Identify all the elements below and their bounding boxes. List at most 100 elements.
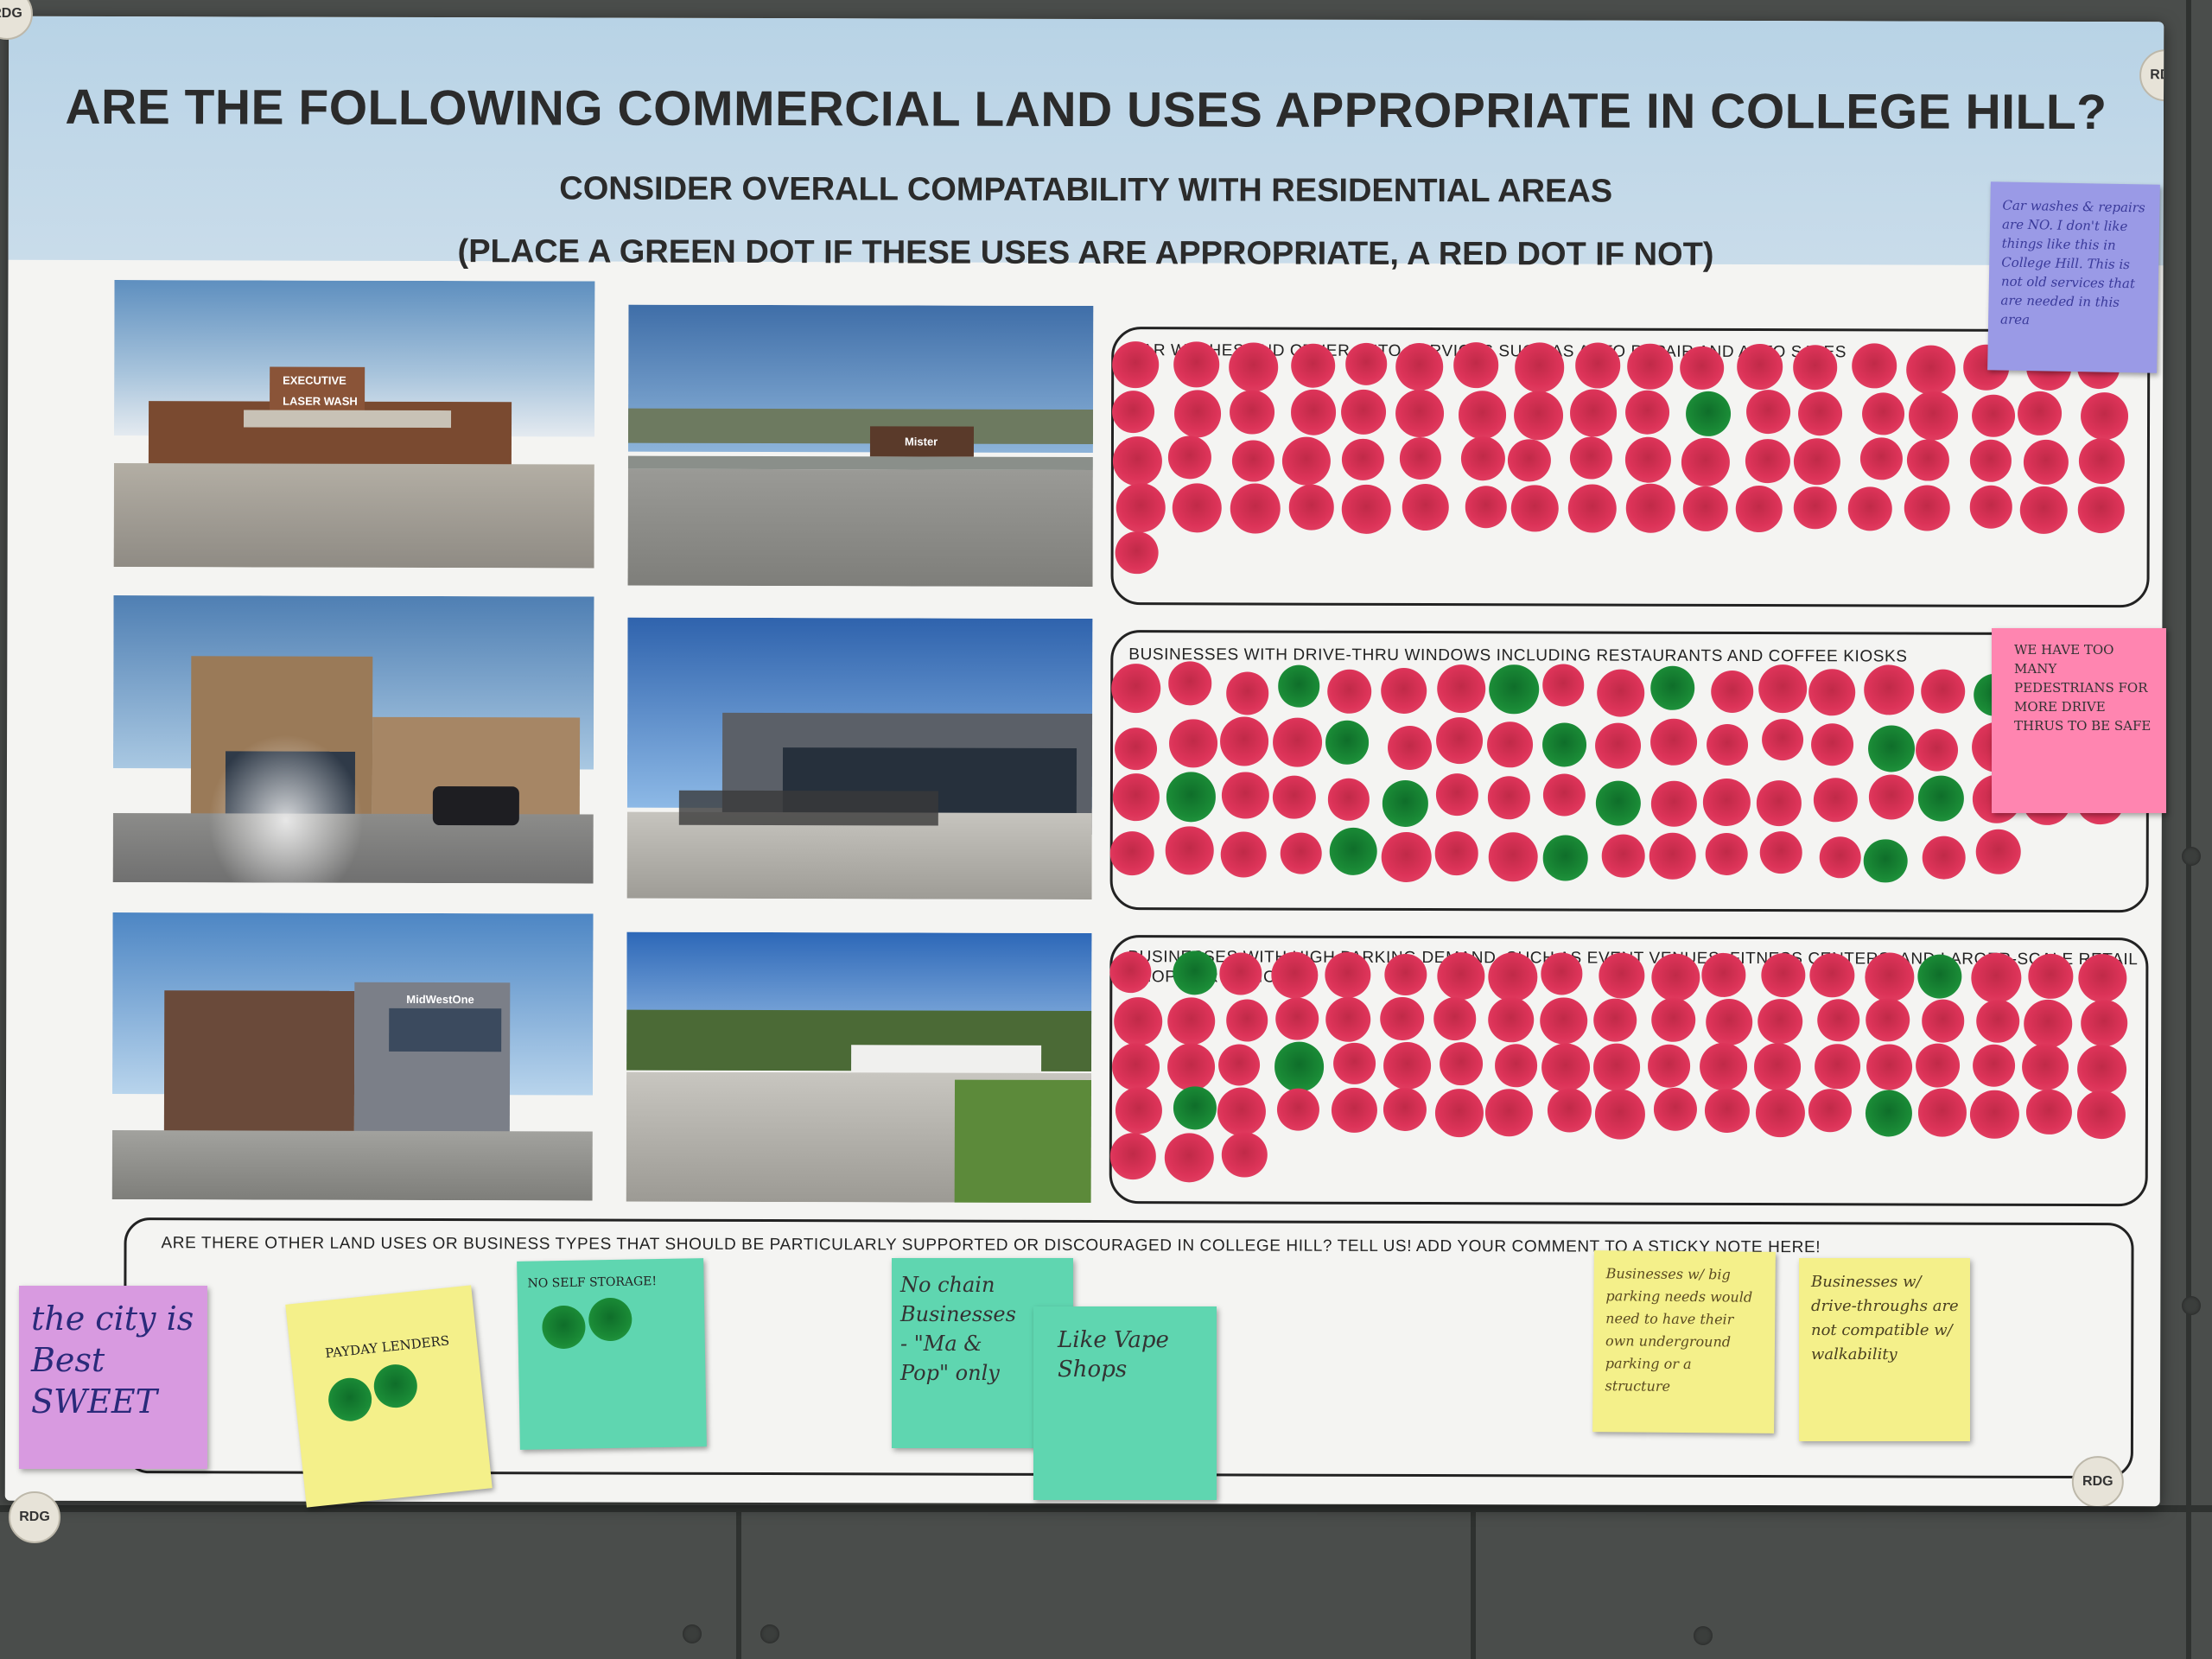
green-dot: [1685, 391, 1731, 437]
red-dot: [1109, 831, 1154, 876]
wall-seam: [1471, 1505, 1476, 1659]
red-dot: [1654, 1087, 1698, 1131]
green-dot: [372, 1362, 420, 1410]
green-dot: [542, 1305, 586, 1350]
red-dot: [1650, 997, 1696, 1042]
red-dot: [1568, 484, 1617, 533]
red-dot: [1340, 389, 1387, 435]
screw: [2182, 847, 2201, 866]
red-dot: [1395, 389, 1444, 438]
sticky-note-vape: Like Vape Shops: [1033, 1306, 1217, 1500]
note-parking-text: Businesses w/ big parking needs would ne…: [1605, 1265, 1753, 1395]
note-car-wash-text: Car washes & repairs are NO. I don't lik…: [1999, 197, 2145, 328]
red-dot: [1382, 1088, 1427, 1132]
red-dot: [1575, 342, 1621, 389]
red-dot: [1173, 390, 1222, 438]
green-dot: [1489, 664, 1540, 715]
carwash-sign-2: LASER WASH: [283, 394, 358, 408]
red-dot: [1222, 1132, 1268, 1178]
red-dot: [1593, 998, 1637, 1042]
red-dot: [1737, 344, 1783, 390]
red-dot: [1167, 435, 1211, 480]
green-dot: [1382, 780, 1429, 827]
wall-seam: [736, 1505, 741, 1659]
green-dot: [1325, 721, 1370, 765]
red-dot: [1599, 952, 1645, 999]
red-dot: [1541, 664, 1585, 707]
red-dot: [1112, 436, 1162, 486]
sticky-note-self-storage: NO SELF STORAGE!: [517, 1258, 707, 1450]
screw: [683, 1624, 702, 1643]
green-dot: [1541, 722, 1586, 767]
red-dot: [2026, 1089, 2072, 1135]
red-dot: [1921, 999, 1965, 1043]
red-dot: [1819, 836, 1861, 879]
red-dot: [1650, 781, 1697, 827]
note-drive-through-text: Businesses w/ drive-throughs are not com…: [1811, 1273, 1959, 1363]
red-dot: [1514, 342, 1565, 393]
red-dot: [1864, 664, 1915, 715]
red-dot: [1115, 531, 1159, 575]
red-dot: [1383, 1041, 1432, 1090]
red-dot: [1706, 999, 1753, 1046]
red-dot: [1380, 667, 1427, 714]
red-dot: [2078, 953, 2127, 1002]
green-dot: [1863, 839, 1908, 883]
green-dot: [588, 1297, 632, 1342]
red-dot: [1109, 1133, 1157, 1179]
red-dot: [1746, 390, 1791, 435]
red-dot: [1110, 663, 1160, 713]
bank-sign: MidWestOne: [406, 992, 474, 1007]
mister-sign: Mister: [904, 435, 938, 448]
red-dot: [1681, 438, 1730, 486]
red-dot: [1229, 342, 1279, 392]
red-dot: [1702, 779, 1751, 826]
red-dot: [1460, 436, 1505, 481]
red-dot: [1970, 1090, 2020, 1140]
sticky-note-chain: No chain Businesses - "Ma & Pop" only: [892, 1258, 1073, 1448]
screw: [2182, 1296, 2201, 1315]
red-dot: [1908, 391, 1958, 441]
red-dot: [1166, 996, 1216, 1046]
red-dot: [1225, 671, 1269, 715]
wall-seam: [2186, 0, 2191, 1659]
green-dot: [1166, 772, 1217, 823]
red-dot: [1815, 1044, 1860, 1090]
red-dot: [1380, 996, 1425, 1041]
red-dot: [1756, 1088, 1805, 1138]
red-dot: [2078, 438, 2125, 485]
red-dot: [1906, 439, 1949, 481]
photo-bank-office: MidWestOne: [111, 912, 594, 1201]
red-dot: [1399, 437, 1442, 480]
red-dot: [1217, 1087, 1266, 1136]
green-dot: [1329, 827, 1377, 875]
red-dot: [2024, 440, 2069, 485]
red-dot: [1230, 483, 1281, 534]
red-dot: [1541, 1043, 1590, 1092]
red-dot: [1333, 1042, 1376, 1085]
red-dot: [1701, 953, 1745, 997]
red-dot: [1905, 345, 1956, 395]
red-dot: [1866, 997, 1910, 1042]
red-dot: [1754, 1043, 1802, 1090]
red-dot: [2080, 391, 2128, 440]
note-self-storage-text: NO SELF STORAGE!: [527, 1274, 658, 1291]
red-dot: [1814, 778, 1858, 823]
red-dot: [2028, 953, 2074, 999]
poster-title: ARE THE FOLLOWING COMMERCIAL LAND USES A…: [65, 79, 2107, 141]
red-dot: [1230, 390, 1274, 435]
red-dot: [1112, 773, 1160, 821]
red-dot: [1647, 1044, 1691, 1088]
red-dot: [1625, 483, 1675, 533]
red-dot: [1594, 1089, 1645, 1140]
sticky-note-purple: the city is Best SWEET: [19, 1286, 207, 1469]
screw: [1694, 1626, 1713, 1645]
red-dot: [1291, 343, 1336, 388]
red-dot: [1325, 951, 1371, 998]
poster-subtitle: CONSIDER OVERALL COMPATABILITY WITH RESI…: [559, 170, 1613, 210]
photo-mister-car-wash: Mister: [627, 304, 1094, 588]
carwash-sign-1: EXECUTIVE: [283, 373, 346, 387]
photo-coffee-drive-thru: [112, 595, 594, 884]
photo-modern-building: [626, 617, 1093, 900]
red-dot: [1625, 436, 1672, 483]
